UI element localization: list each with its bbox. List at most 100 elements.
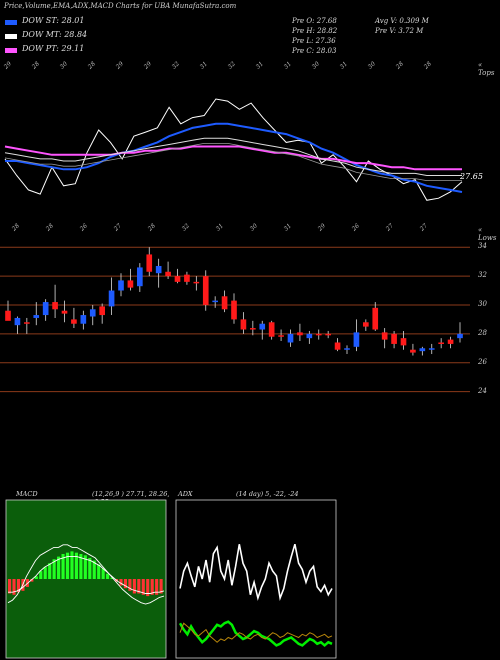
macd-histogram-bar (132, 579, 136, 594)
price-tick-label: 30 (478, 299, 487, 308)
candle-body (334, 342, 341, 350)
ema-series-line (5, 122, 463, 193)
macd-histogram-bar (12, 579, 16, 595)
candle-body (391, 333, 397, 344)
price-tick-label: 34 (478, 242, 487, 251)
candle-body (447, 339, 454, 344)
stat-prev-close: Pre C: 28.03 (292, 47, 337, 55)
macd-histogram-bar (123, 579, 128, 589)
ema-panel: 29 28 30 28 29 29 32 31 32 31 31 30 31 30 28 28 28 28 26 2… (0, 58, 500, 242)
macd-histogram-bar (61, 553, 65, 579)
macd-histogram-bar (150, 579, 154, 595)
candle-body (419, 348, 426, 352)
ema-last-value: 27.65 (460, 172, 483, 181)
candle-body (428, 348, 435, 350)
price-tick-label: 32 (478, 271, 487, 280)
candle-body (42, 302, 49, 316)
macd-histogram-bar (30, 579, 34, 582)
candle-body (410, 349, 416, 353)
candle-body (52, 302, 58, 310)
macd-histogram-bar (8, 579, 12, 594)
macd-histogram-bar (52, 559, 56, 579)
candle-body (287, 333, 294, 343)
candle-body (165, 271, 171, 277)
candle-body (137, 267, 143, 287)
candle-body (400, 338, 407, 346)
stat-prev-open: Pre O: 27.68 (292, 17, 337, 25)
candle-body (118, 280, 124, 291)
adx-line (179, 622, 333, 643)
stat-prev-volume: Pre V: 3.72 M (375, 27, 424, 35)
macd-histogram-bar (83, 555, 87, 579)
candle-body (184, 274, 190, 282)
chart-title: Price,Volume,EMA,ADX,MACD Charts for UBA… (4, 2, 237, 10)
candle-body (372, 307, 379, 330)
ema-series-line (4, 143, 462, 181)
candle-body (24, 322, 30, 324)
macd-histogram-bar (92, 560, 96, 579)
adx-params: (14 day) 5, -22, -24 (236, 490, 299, 498)
legend-pt: DOW PT: 29.11 (22, 44, 85, 53)
candle-body (325, 333, 331, 336)
adx-line (178, 620, 333, 648)
price-tick-label: 24 (478, 386, 487, 395)
candle-body (353, 332, 360, 347)
macd-histogram-bar (97, 564, 101, 579)
candle-body (80, 315, 87, 324)
candle-body (259, 323, 266, 330)
price-chart (0, 246, 470, 393)
macd-histogram-bar (128, 579, 132, 591)
legend: DOW ST: 28.01 DOW MT: 28.84 DOW PT: 29.1… (0, 14, 120, 64)
candle-body (344, 348, 350, 350)
macd-histogram-bar (101, 568, 105, 579)
candle-body (99, 306, 105, 316)
macd-histogram-bar (43, 567, 47, 579)
macd-histogram-bar (74, 552, 78, 579)
macd-histogram-bar (88, 557, 92, 579)
candle-body (363, 322, 369, 327)
candle-body (202, 276, 209, 305)
legend-st: DOW ST: 28.01 (22, 16, 85, 25)
ema-chart (4, 98, 463, 201)
legend-swatch-st (5, 20, 17, 25)
candle-body (193, 281, 200, 284)
macd-histogram-bar (65, 552, 70, 579)
macd-histogram-bar (48, 563, 52, 579)
adx-line (179, 543, 333, 602)
candle-body (240, 319, 247, 330)
macd-histogram-bar (79, 553, 83, 579)
candle-body (297, 332, 303, 336)
candle-body (174, 276, 181, 282)
macd-histogram-bar (137, 579, 141, 594)
candle-body (14, 317, 21, 326)
macd-title: MACD (16, 490, 38, 498)
macd-histogram-bar (141, 579, 145, 595)
candle-body (306, 333, 313, 339)
candle-body (127, 280, 134, 288)
macd-line (8, 556, 165, 594)
macd-histogram-bar (16, 579, 21, 593)
stat-prev-low: Pre L: 27.36 (292, 37, 336, 45)
candle-body (231, 300, 237, 320)
candle-body (457, 333, 463, 339)
candle-body (250, 328, 256, 330)
macd-histogram-bar (146, 579, 150, 597)
macd-histogram-bar (119, 579, 123, 586)
candle-body (212, 300, 218, 303)
candle-body (71, 319, 77, 324)
stat-avg-volume: Avg V: 0.309 M (375, 17, 429, 25)
tops-label: « Tops (478, 61, 495, 77)
candle-body (61, 310, 68, 314)
ema-series-line (4, 145, 462, 171)
macd-histogram-bar (39, 571, 43, 579)
price-panel: 34 32 30 28 26 24 (0, 238, 500, 408)
price-tick-label: 26 (478, 357, 487, 366)
adx-panel: ADX (14 day) 5, -22, -24 (170, 490, 340, 660)
ema-series-line (4, 98, 463, 201)
candle-body (33, 315, 40, 318)
candle-body (438, 342, 444, 344)
macd-histogram-bar (57, 556, 61, 579)
stat-prev-high: Pre H: 28.82 (292, 27, 338, 35)
lows-label: « Lows (478, 226, 497, 242)
macd-histogram-bar (159, 579, 163, 594)
